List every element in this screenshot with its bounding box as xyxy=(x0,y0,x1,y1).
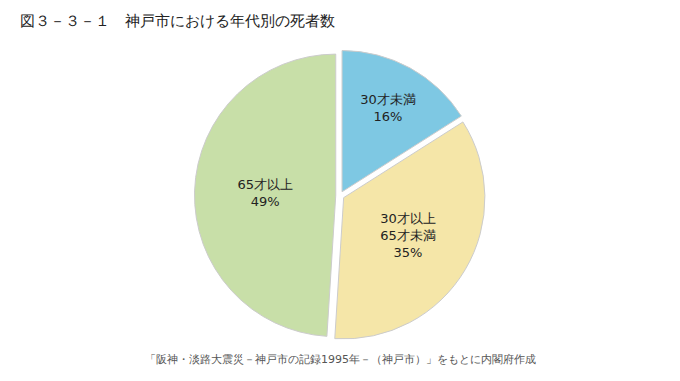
svg-text:図３－３－１ 神戸市における年代別の死者数: 図３－３－１ 神戸市における年代別の死者数 xyxy=(20,12,335,30)
svg-text:30才以上65才未満35%: 30才以上65才未満35% xyxy=(380,211,436,260)
svg-text:65才以上49%: 65才以上49% xyxy=(237,177,293,209)
svg-text:30才未満16%: 30才未満16% xyxy=(360,92,416,124)
svg-text:「阪神・淡路大震災－神戸市の記録1995年－（神戸市）」をも: 「阪神・淡路大震災－神戸市の記録1995年－（神戸市）」をもとに内閣府作成 xyxy=(145,353,536,366)
